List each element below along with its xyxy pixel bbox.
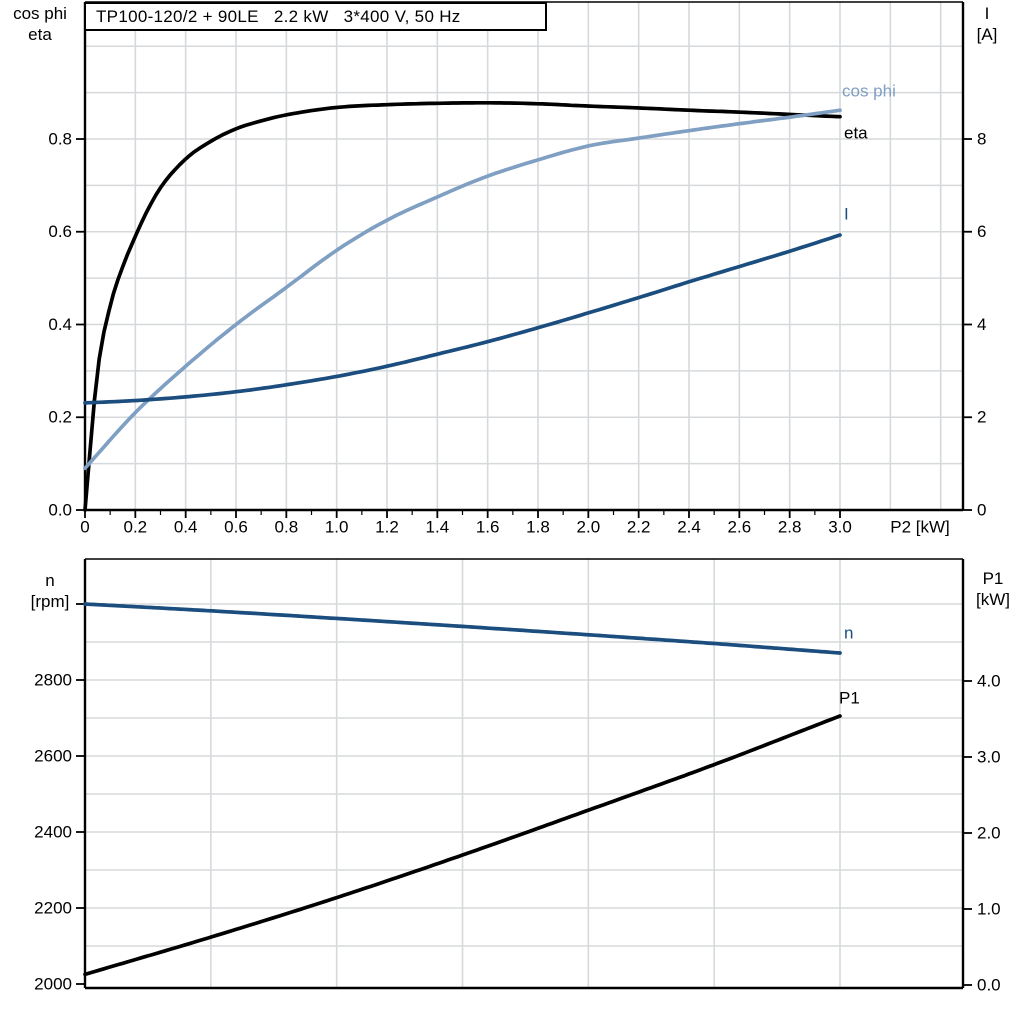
right-axis-tick-label: 4: [977, 315, 986, 334]
x-axis-tick-label: 2.4: [677, 517, 701, 536]
left-axis-tick-label: 0.2: [48, 408, 72, 427]
top-left-axis-header: cos phi eta: [4, 3, 76, 45]
x-axis-tick-label: 0.2: [124, 517, 148, 536]
bottom-right-axis-header: P1 [kW]: [966, 568, 1020, 610]
right-axis-unit-kw: [kW]: [976, 590, 1010, 609]
left-axis-tick-label: 0.6: [48, 222, 72, 241]
left-axis-unit-rpm: [rpm]: [30, 592, 70, 611]
right-axis-tick-label: 3.0: [977, 747, 1001, 766]
left-axis-tick-label: 2400: [34, 822, 72, 841]
right-axis-tick-label: 8: [977, 129, 986, 148]
left-axis-tick-label: 2200: [34, 898, 72, 917]
series-curve-cos-phi: [83, 108, 842, 471]
x-axis-tick-label: 1.6: [476, 517, 500, 536]
series-curve-P1: [83, 714, 842, 977]
right-axis-tick-label: 2.0: [977, 823, 1001, 842]
bottom-left-axis-header: n [rpm]: [15, 570, 85, 612]
right-axis-label-current: I: [984, 4, 990, 23]
series-label-P1: P1: [839, 688, 860, 707]
x-axis-tick-label: 3.0: [828, 517, 852, 536]
x-axis-tick-label: 2.6: [728, 517, 752, 536]
left-axis-tick-label: 0.8: [48, 129, 72, 148]
series-label-cos-phi: cos phi: [842, 81, 896, 100]
right-axis-unit-ampere: [A]: [976, 25, 998, 44]
left-axis-label-cosphi: cos phi: [13, 4, 67, 23]
x-axis-tick-label: 2.0: [577, 517, 601, 536]
chart-title: TP100-120/2 + 90LE 2.2 kW 3*400 V, 50 Hz: [96, 6, 461, 26]
x-axis-tick-label: 2.2: [627, 517, 651, 536]
left-axis-label-n: n: [45, 571, 55, 590]
right-axis-tick-label: 6: [977, 222, 986, 241]
right-axis-tick-label: 4.0: [977, 671, 1001, 690]
x-axis-tick-label: 0: [80, 517, 89, 536]
left-axis-tick-label: 2800: [34, 670, 72, 689]
right-axis-tick-label: 2: [977, 408, 986, 427]
series-label-I: I: [844, 204, 849, 223]
x-axis-tick-label: 1.0: [325, 517, 349, 536]
series-label-eta: eta: [844, 123, 868, 142]
right-axis-label-p1: P1: [982, 569, 1004, 588]
series-curve-eta: [83, 100, 842, 512]
left-axis-tick-label: 2000: [34, 974, 72, 993]
right-axis-tick-label: 0.0: [977, 975, 1001, 994]
x-axis-tick-label: 2.8: [778, 517, 802, 536]
x-axis-tick-label: 1.4: [426, 517, 450, 536]
x-axis-tick-label: 0.4: [174, 517, 198, 536]
x-axis-tick-label: 0.8: [275, 517, 299, 536]
x-axis-tick-label: 0.6: [224, 517, 248, 536]
left-axis-label-eta: eta: [28, 25, 52, 44]
left-axis-tick-label: 0.4: [48, 315, 72, 334]
top-right-axis-header: I [A]: [963, 3, 1011, 45]
right-axis-tick-label: 0: [977, 500, 986, 519]
right-axis-tick-label: 1.0: [977, 899, 1001, 918]
left-axis-tick-label: 0.0: [48, 500, 72, 519]
x-axis-unit-label: P2 [kW]: [890, 517, 950, 536]
series-curve-I: [83, 233, 842, 405]
series-label-n: n: [844, 623, 853, 642]
series-curve-n: [83, 602, 842, 655]
chart-title-box: TP100-120/2 + 90LE 2.2 kW 3*400 V, 50 Hz: [84, 2, 547, 31]
left-axis-tick-label: 2600: [34, 746, 72, 765]
x-axis-tick-label: 1.2: [375, 517, 399, 536]
x-axis-tick-label: 1.8: [526, 517, 550, 536]
